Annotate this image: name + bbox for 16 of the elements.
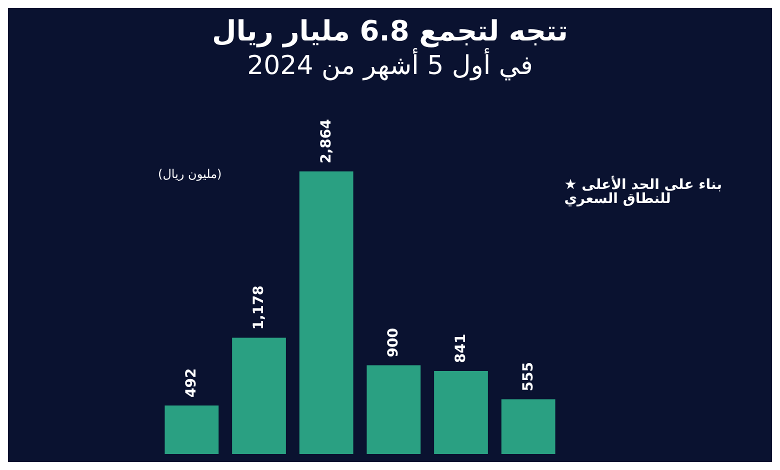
text: ★ بناء على الحد الأعلى للنطاق السعري: [564, 175, 722, 207]
data-label: 900: [386, 328, 402, 358]
data-label: 2,864: [318, 118, 334, 164]
bar: [164, 405, 219, 454]
data-label: 841: [453, 334, 469, 364]
data-label: 492: [184, 368, 200, 398]
data-label: 555: [520, 362, 536, 392]
data-label: 1,178: [251, 285, 267, 330]
bar: [434, 371, 488, 454]
bar: [366, 365, 421, 454]
bar: [299, 171, 354, 454]
chart-subtitle: في أول 5 أشهر من 2024: [247, 48, 533, 81]
chart-title: تتجه لتجمع 6.8 مليار ريال: [212, 14, 568, 48]
bar: [501, 399, 556, 454]
bar: [232, 338, 286, 454]
annotation: (مليون ريال): [158, 167, 222, 181]
